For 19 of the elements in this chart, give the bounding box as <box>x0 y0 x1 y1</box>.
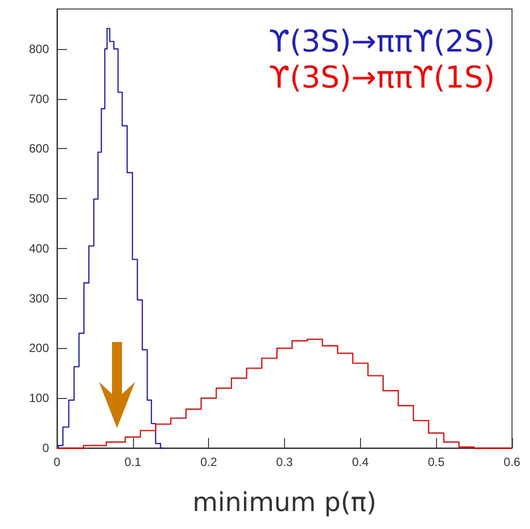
x-tick-label: 0.6 <box>504 455 521 469</box>
x-tick-label: 0.5 <box>428 455 445 469</box>
x-tick-label: 0 <box>54 455 61 469</box>
y-tick-label: 200 <box>28 341 50 356</box>
y-tick-label: 700 <box>28 92 50 106</box>
y-tick-label: 600 <box>28 142 50 156</box>
y-tick-label: 100 <box>28 391 50 406</box>
y-tick-label: 0 <box>42 441 50 455</box>
x-tick-label: 0.1 <box>124 455 142 469</box>
y-tick-label: 800 <box>28 42 50 56</box>
x-axis-title: minimum p(π) <box>192 488 377 518</box>
text: ϒ(3S)→ππϒ(1S) <box>268 60 496 96</box>
x-tick-label: 0.2 <box>200 455 218 469</box>
x-tick-label: 0.3 <box>276 455 294 469</box>
y-tick-label: 400 <box>28 241 50 256</box>
y-tick-label: 500 <box>28 192 50 206</box>
x-tick-label: 0.4 <box>352 455 369 469</box>
text: ϒ(3S)→ππϒ(2S) <box>268 24 496 60</box>
y-tick-label: 300 <box>28 291 50 306</box>
